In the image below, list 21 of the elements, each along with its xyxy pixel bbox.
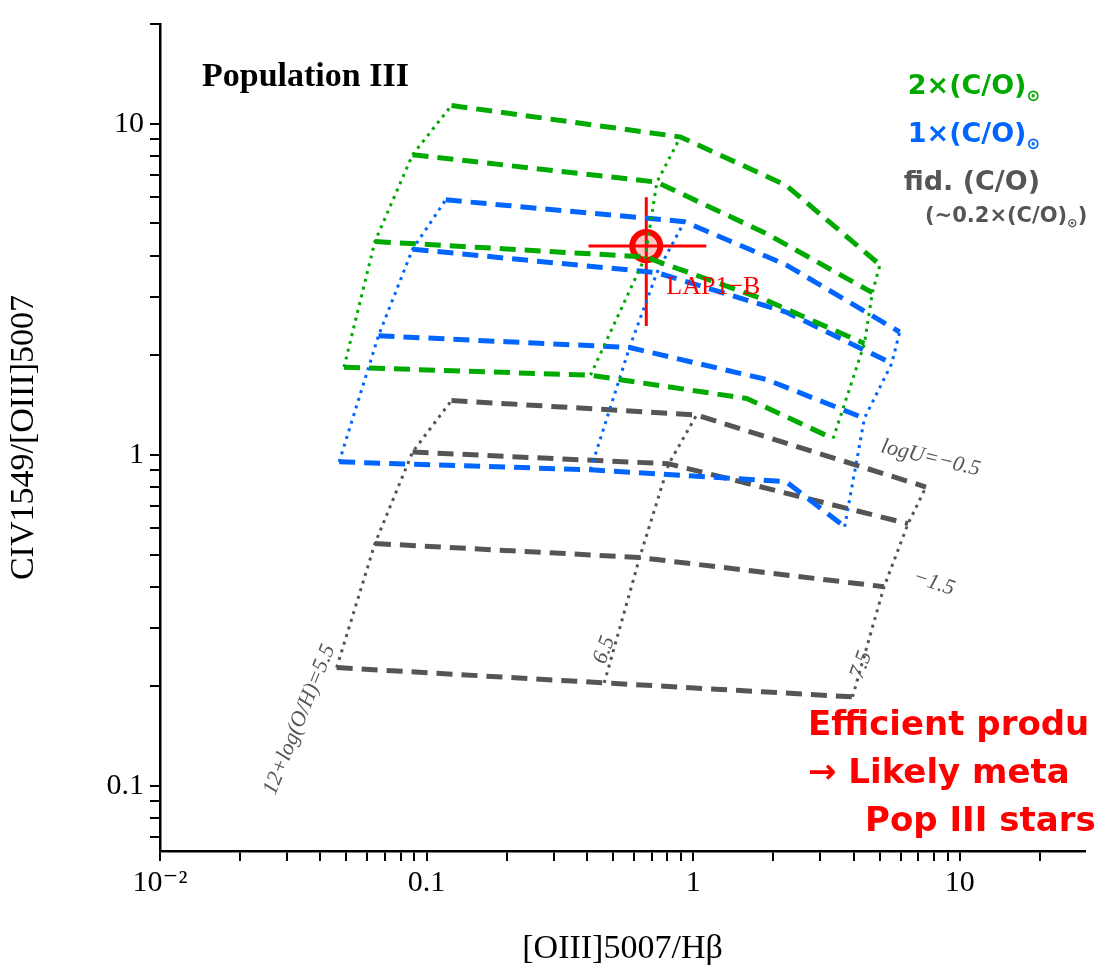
annotation: logU=−0.5 <box>878 432 983 481</box>
annotation: Efficient produ <box>808 703 1090 743</box>
y-tick-label: 0.1 <box>106 767 144 800</box>
text: Population III <box>202 56 409 93</box>
y-axis-title: CIV1549/[OIII]5007 <box>3 294 41 581</box>
annotation: 7.5 <box>843 647 877 682</box>
annotation: → Likely meta <box>808 751 1070 791</box>
x-axis-title: [OIII]5007/Hβ <box>522 927 723 965</box>
annotation: Pop III stars <box>865 799 1096 839</box>
annotation: 6.5 <box>586 632 620 667</box>
x-tick-label: 0.1 <box>407 863 446 897</box>
y-tick-label: 1 <box>129 435 144 469</box>
text: 2×(C/O)⊙ <box>907 69 1041 105</box>
text: fid. (C/O) <box>903 165 1041 196</box>
y-tick-label: 10 <box>114 104 144 138</box>
x-tick-label: 10⁻² <box>132 863 188 897</box>
x-tick-label: 1 <box>685 863 701 897</box>
text: 1×(C/O)⊙ <box>907 117 1041 153</box>
annotation: −1.5 <box>910 562 959 600</box>
x-tick-label: 10 <box>944 863 975 897</box>
annotation: (~0.2×(C/O)⊙) <box>925 203 1088 231</box>
